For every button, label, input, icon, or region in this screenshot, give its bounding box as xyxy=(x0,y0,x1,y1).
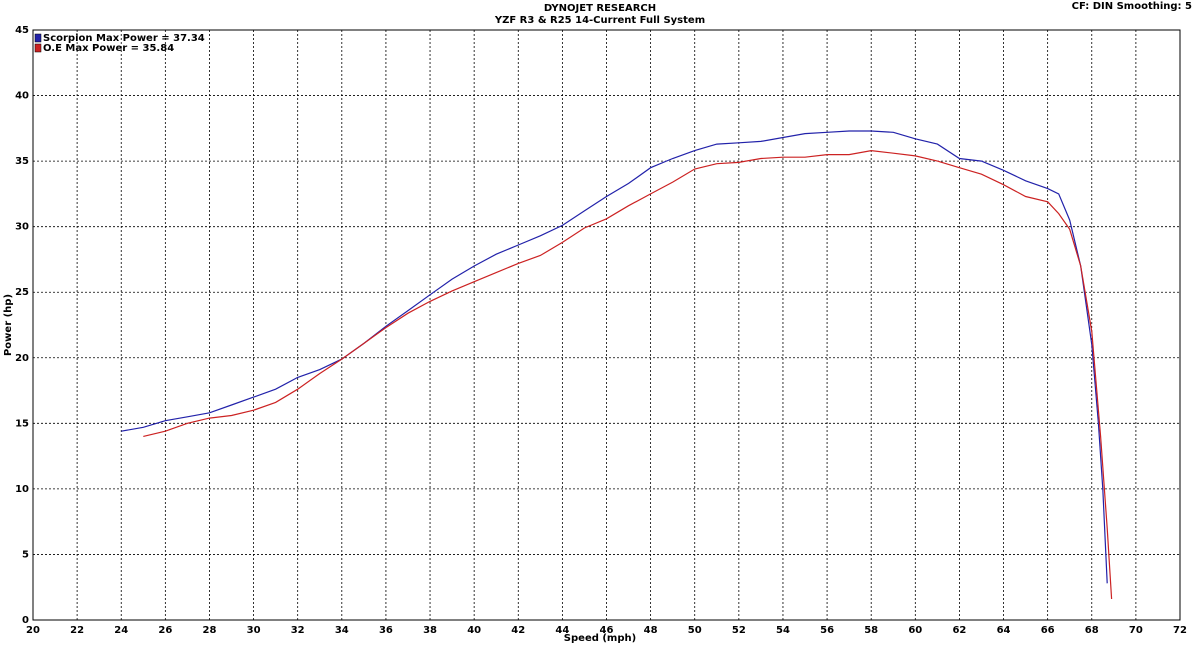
x-tick-label: 50 xyxy=(688,625,702,636)
x-tick-label: 32 xyxy=(291,625,305,636)
x-tick-label: 22 xyxy=(70,625,84,636)
power-line xyxy=(143,149,1113,600)
y-tick-label: 25 xyxy=(15,287,29,298)
x-tick-label: 42 xyxy=(511,625,525,636)
y-axis-label: Power (hp) xyxy=(3,294,14,356)
power-line xyxy=(121,130,1108,584)
y-tick-label: 15 xyxy=(15,418,29,429)
x-tick-label: 72 xyxy=(1173,625,1187,636)
x-tick-label: 56 xyxy=(820,625,834,636)
y-tick-label: 30 xyxy=(15,222,29,233)
x-tick-label: 62 xyxy=(952,625,966,636)
chart-subtitle: YZF R3 & R25 14-Current Full System xyxy=(494,15,705,26)
x-tick-label: 38 xyxy=(423,625,437,636)
x-tick-label: 24 xyxy=(114,625,128,636)
x-tick-label: 26 xyxy=(158,625,172,636)
x-tick-label: 20 xyxy=(26,625,40,636)
y-tick-label: 5 xyxy=(22,549,29,560)
x-tick-label: 52 xyxy=(732,625,746,636)
x-tick-label: 54 xyxy=(776,625,790,636)
x-tick-label: 46 xyxy=(600,625,614,636)
corner-note: CF: DIN Smoothing: 5 xyxy=(1072,1,1192,12)
x-tick-label: 58 xyxy=(864,625,878,636)
legend-label: O.E Max Power = 35.84 xyxy=(43,43,174,54)
x-tick-label: 44 xyxy=(555,625,569,636)
y-tick-label: 45 xyxy=(15,25,29,36)
x-tick-label: 28 xyxy=(203,625,217,636)
x-tick-label: 48 xyxy=(644,625,658,636)
y-tick-label: 40 xyxy=(15,91,29,102)
x-tick-label: 36 xyxy=(379,625,393,636)
legend-swatch xyxy=(34,33,42,43)
y-tick-label: 0 xyxy=(22,615,29,626)
x-tick-label: 64 xyxy=(997,625,1011,636)
x-tick-label: 34 xyxy=(335,625,349,636)
x-tick-label: 40 xyxy=(467,625,481,636)
y-tick-label: 35 xyxy=(15,156,29,167)
chart-title: DYNOJET RESEARCH xyxy=(544,3,656,14)
x-tick-label: 60 xyxy=(908,625,922,636)
x-tick-label: 30 xyxy=(247,625,261,636)
legend-swatch xyxy=(34,43,42,53)
x-tick-label: 68 xyxy=(1085,625,1099,636)
plot-area xyxy=(32,29,1181,621)
legend-label: Scorpion Max Power = 37.34 xyxy=(43,33,205,44)
y-tick-label: 10 xyxy=(15,484,29,495)
x-tick-label: 70 xyxy=(1129,625,1143,636)
y-tick-label: 20 xyxy=(15,353,29,364)
x-tick-label: 66 xyxy=(1041,625,1055,636)
x-axis-label: Speed (mph) xyxy=(564,633,636,644)
